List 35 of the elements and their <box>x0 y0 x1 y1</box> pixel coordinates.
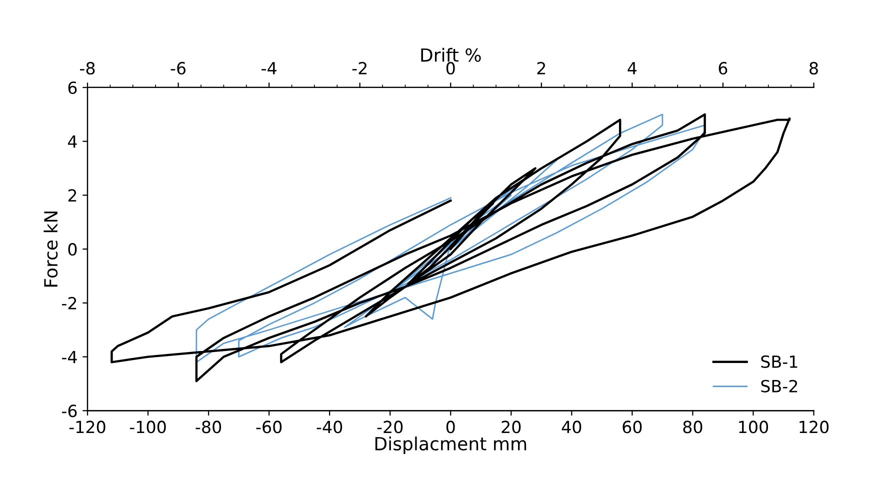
legend-label: SB-1 <box>761 355 798 368</box>
x-tick-label: -40 <box>316 420 342 434</box>
x-tick-label: 60 <box>622 420 642 434</box>
legend-label: SB-2 <box>761 380 798 392</box>
x2-tick-label: -8 <box>80 62 95 75</box>
y-tick-label: 0 <box>68 243 77 256</box>
y-tick-label: 4 <box>68 136 77 148</box>
y-tick-label: -2 <box>62 296 76 310</box>
x2-tick-label: -2 <box>352 62 366 74</box>
x-axis-title: Displacment mm <box>375 436 526 454</box>
y-tick-label: -6 <box>62 404 77 418</box>
y-tick-label: -4 <box>62 350 77 364</box>
x-tick-label: 0 <box>446 420 455 434</box>
x2-tick-label: 4 <box>628 62 637 74</box>
line-series <box>196 114 706 363</box>
x-tick-label: 40 <box>562 420 582 434</box>
x2-tick-label: 2 <box>537 62 546 74</box>
x2-tick-label: -6 <box>170 62 186 75</box>
x-tick-label: 100 <box>739 420 768 434</box>
x-tick-label: 120 <box>800 420 829 434</box>
x-tick-label: 20 <box>502 420 521 434</box>
x2-tick-label: 0 <box>446 62 455 75</box>
x-tick-label: -100 <box>130 420 166 434</box>
y-tick-label: 2 <box>68 189 76 202</box>
x2-tick-label: 6 <box>718 62 728 75</box>
x-tick-label: -20 <box>377 420 403 434</box>
x2-axis-title: Drift % <box>421 48 481 62</box>
x-tick-label: -120 <box>69 420 106 434</box>
x2-tick-label: 8 <box>810 62 818 75</box>
x-tick-label: -60 <box>256 420 282 434</box>
y-axis-title: Force kN <box>44 212 58 287</box>
x-tick-label: 80 <box>683 420 702 434</box>
x2-tick-label: -4 <box>262 62 276 74</box>
y-tick-label: 6 <box>68 81 77 94</box>
x-tick-label: -80 <box>196 420 222 434</box>
